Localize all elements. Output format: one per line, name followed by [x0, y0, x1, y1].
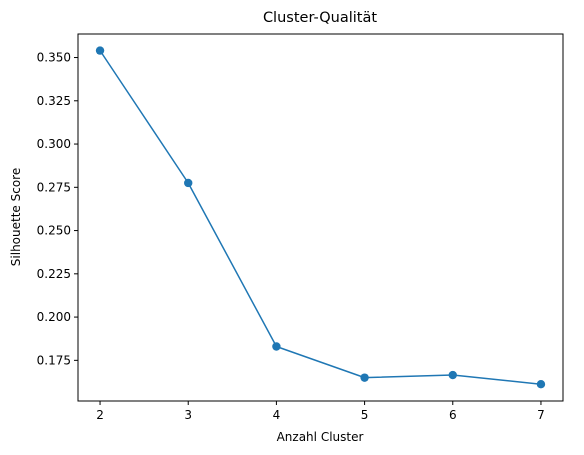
x-tick-label: 7 — [537, 408, 545, 422]
x-axis-label: Anzahl Cluster — [277, 430, 364, 444]
y-tick-label: 0.250 — [37, 224, 71, 238]
chart-title: Cluster-Qualität — [263, 10, 377, 26]
x-tick-label: 6 — [449, 408, 457, 422]
series-points — [95, 46, 546, 389]
data-point — [448, 370, 457, 380]
data-point — [360, 373, 369, 382]
y-tick-label: 0.275 — [37, 180, 71, 194]
x-axis-ticks: 2 3 4 5 6 7 — [96, 401, 545, 422]
data-point — [95, 46, 105, 55]
y-tick-label: 0.225 — [37, 267, 71, 281]
y-tick-label: 0.350 — [37, 51, 71, 65]
y-tick-label: 0.325 — [37, 94, 71, 108]
data-point — [184, 178, 193, 188]
x-tick-label: 3 — [184, 408, 192, 422]
y-tick-label: 0.200 — [37, 310, 71, 324]
series-line — [99, 50, 542, 385]
x-tick-label: 4 — [273, 408, 281, 422]
plot-frame — [77, 33, 564, 402]
y-tick-label: 0.175 — [37, 353, 71, 367]
x-tick-label: 5 — [361, 408, 369, 422]
y-axis-label: Silhouette Score — [9, 168, 23, 266]
data-point — [536, 380, 546, 389]
y-tick-label: 0.300 — [37, 137, 71, 151]
x-tick-label: 2 — [96, 408, 104, 422]
y-axis-ticks: 0.175 0.200 0.225 0.250 0.275 0.300 0.325 0.350 — [37, 51, 78, 367]
data-point — [272, 342, 281, 351]
